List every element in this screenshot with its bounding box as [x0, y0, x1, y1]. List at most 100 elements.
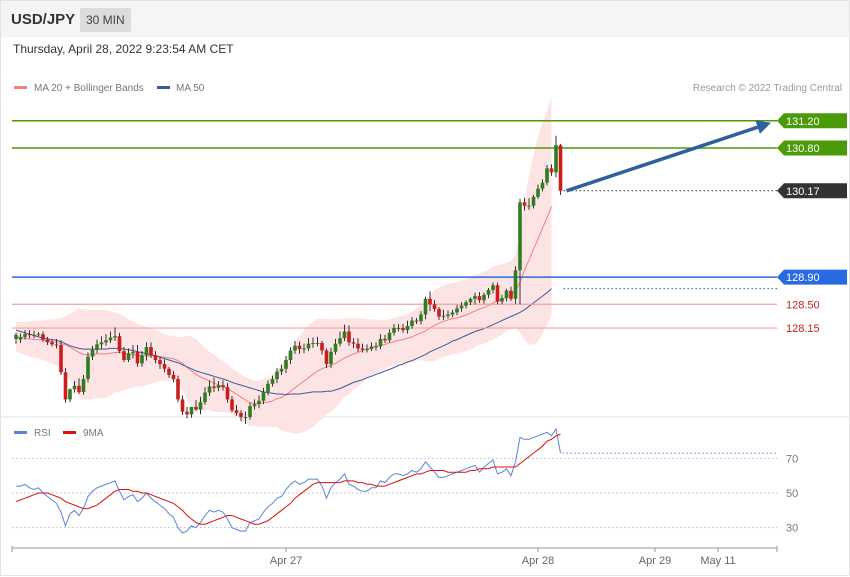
candle — [86, 352, 90, 383]
candle — [207, 380, 212, 397]
candle-body — [387, 332, 392, 341]
candle — [356, 338, 360, 352]
candle — [401, 323, 405, 333]
candle-body — [410, 320, 414, 327]
candle — [45, 336, 50, 346]
candle-body — [284, 359, 288, 369]
rsi-ma-line — [15, 433, 561, 525]
legend-rsi-ma-label: 9MA — [83, 428, 104, 439]
candle — [144, 342, 149, 361]
forecast-arrow-head — [755, 120, 771, 134]
candle — [194, 400, 198, 411]
candle-body — [473, 296, 477, 299]
candle — [459, 302, 464, 312]
rsi-level-label-50: 50 — [786, 488, 798, 500]
legend-ma20-label: MA 20 + Bollinger Bands — [34, 83, 144, 94]
legend-ma20-swatch — [14, 86, 27, 89]
candle — [320, 340, 324, 355]
candle-body — [180, 399, 185, 412]
candle — [270, 375, 275, 387]
candle — [72, 381, 77, 393]
candle — [558, 143, 563, 195]
candle-body — [77, 385, 81, 392]
candle-body — [149, 347, 153, 356]
candle-body — [342, 331, 347, 339]
candle — [311, 337, 315, 348]
candle-body — [59, 345, 63, 373]
candle — [252, 399, 257, 410]
candle-body — [374, 346, 378, 348]
candle-body — [36, 334, 41, 336]
candle — [378, 334, 383, 350]
candle-body — [419, 314, 423, 322]
candle-body — [198, 402, 203, 410]
rsi-level-label-70: 70 — [786, 453, 798, 465]
candle-body — [126, 353, 131, 360]
candle — [342, 324, 347, 341]
candle — [500, 294, 504, 305]
candle — [216, 381, 221, 392]
candle — [360, 343, 365, 353]
legend-ma50-swatch — [157, 86, 170, 89]
candle — [225, 383, 230, 403]
candle — [329, 347, 333, 369]
candle — [117, 332, 122, 354]
candle — [432, 300, 437, 312]
candle — [279, 364, 284, 375]
candle-body — [356, 343, 360, 349]
candle-body — [477, 296, 482, 301]
candle-body — [252, 404, 257, 407]
candle-body — [468, 298, 473, 303]
candle — [59, 340, 63, 375]
candle — [171, 370, 176, 383]
candle — [527, 198, 531, 210]
candle-body — [68, 389, 72, 400]
candle-body — [491, 285, 495, 290]
candle-body — [108, 337, 113, 341]
level-label-130.80: 130.80 — [786, 143, 820, 155]
candle-body — [464, 302, 468, 306]
candle-body — [315, 343, 320, 345]
candle — [230, 396, 234, 413]
level-label-128.90: 128.90 — [786, 272, 820, 284]
candle — [203, 387, 207, 405]
candle-body — [270, 379, 275, 384]
candle-body — [18, 336, 23, 340]
candle-body — [135, 351, 140, 364]
candle — [275, 368, 279, 384]
candle-body — [158, 359, 162, 365]
candle — [126, 348, 131, 363]
candle — [392, 323, 396, 336]
candle — [99, 336, 104, 350]
candle — [167, 366, 171, 378]
candle — [383, 334, 387, 344]
legend-ma50-label: MA 50 — [176, 83, 205, 94]
candle — [522, 197, 527, 211]
candle-body — [401, 328, 405, 331]
candle-body — [482, 294, 486, 301]
candle — [81, 374, 86, 395]
candle-body — [392, 328, 396, 333]
candle-body — [545, 168, 549, 183]
level-label-128.50: 128.50 — [786, 299, 820, 311]
level-tag-131.20 — [777, 113, 847, 129]
candle-body — [347, 331, 351, 343]
candle-body — [117, 336, 122, 352]
candle — [450, 309, 455, 318]
candle — [446, 310, 450, 319]
candle-body — [324, 350, 329, 365]
legend-rsi-swatch — [14, 431, 27, 434]
timeframe-button[interactable]: 30 MIN — [80, 8, 131, 32]
candle — [113, 327, 117, 341]
candle-body — [221, 385, 225, 388]
candle-body — [513, 270, 518, 299]
candle-body — [95, 344, 99, 350]
candle — [540, 179, 545, 192]
candle-body — [320, 343, 324, 351]
candle-body — [194, 406, 198, 410]
candle-body — [288, 350, 293, 360]
candle — [513, 266, 518, 304]
candle-body — [248, 406, 252, 418]
candle — [23, 330, 27, 340]
